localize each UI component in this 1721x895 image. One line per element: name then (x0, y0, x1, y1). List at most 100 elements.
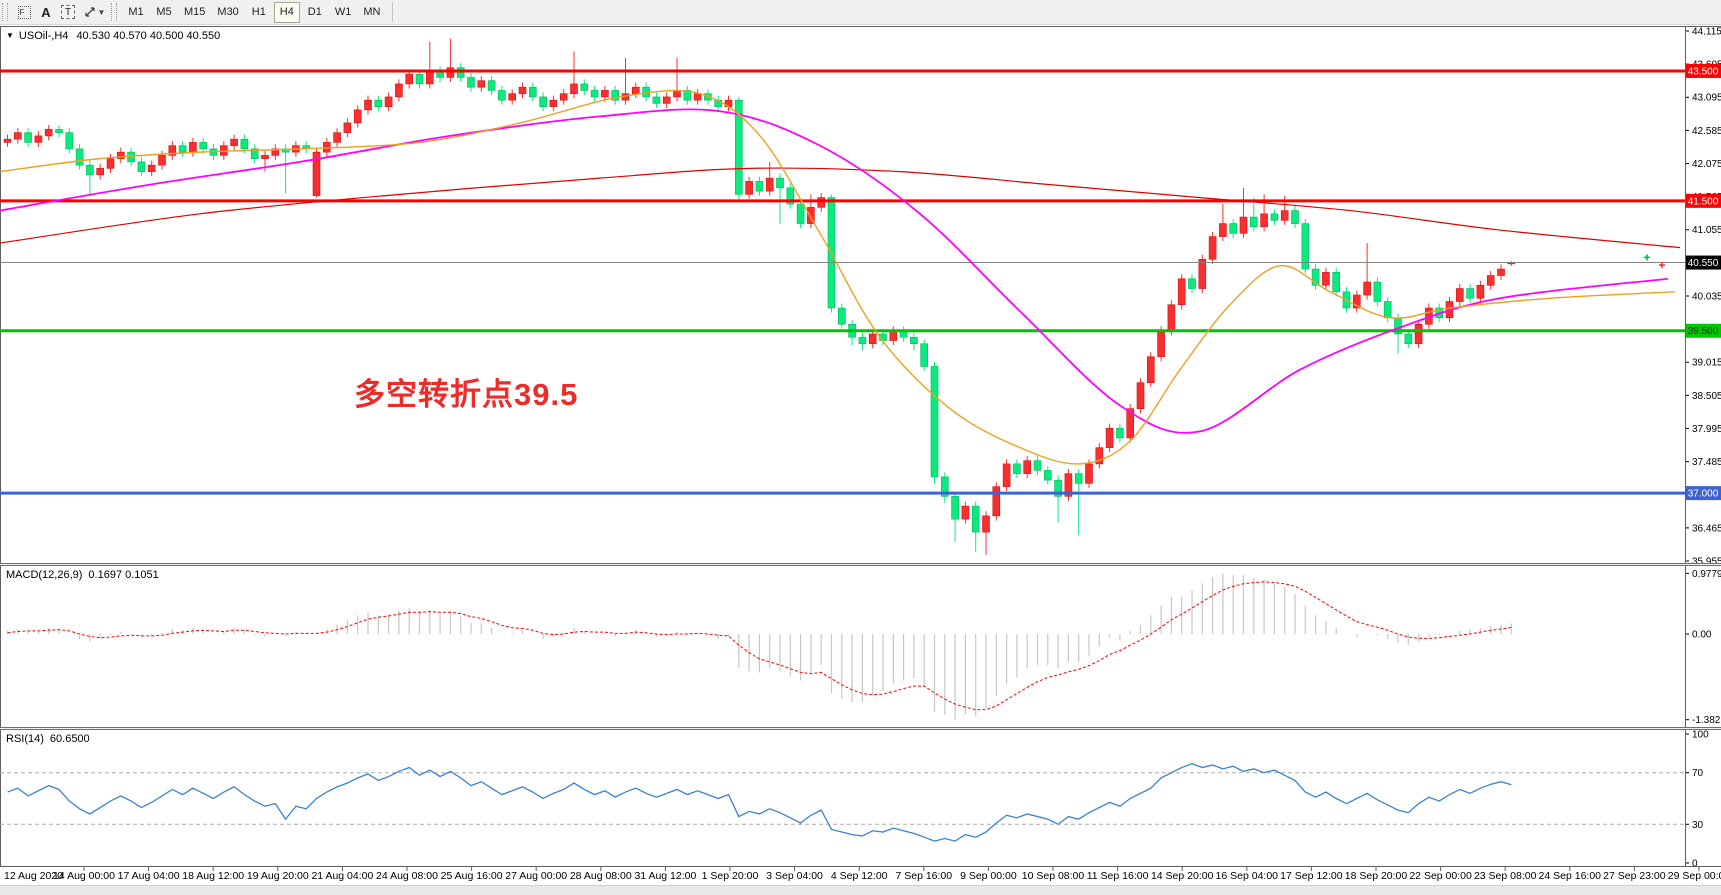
candle-body (1476, 284, 1485, 299)
candle-body (364, 99, 372, 111)
timeframe-button-w1[interactable]: W1 (330, 2, 357, 23)
date-label: 21 Aug 04:00 (311, 870, 374, 882)
timeframe-button-h4[interactable]: H4 (273, 1, 300, 23)
macd-histogram (6, 573, 1512, 720)
timeframe-button-mn[interactable]: MN (358, 2, 385, 23)
text-label-icon[interactable]: A (35, 2, 57, 22)
candle-body (1198, 258, 1207, 289)
panel-separator[interactable] (0, 563, 1721, 566)
candle-body (75, 148, 84, 166)
axis-label: 39.500 (1688, 326, 1719, 337)
candle-body (1301, 223, 1310, 270)
text-box-icon[interactable]: T (57, 2, 79, 22)
candle-body (137, 161, 146, 172)
candle-body (1074, 473, 1083, 484)
candle-body (333, 132, 341, 143)
candle-body (1033, 460, 1042, 471)
candle-body (178, 145, 187, 153)
candle-body (693, 93, 702, 101)
candlestick-layer (3, 38, 1516, 555)
timeframe-button-m30[interactable]: M30 (212, 2, 243, 23)
axis-label: 43.095 (1692, 93, 1721, 104)
date-label: 14 Aug 00:00 (53, 870, 115, 882)
main-chart-canvas[interactable]: 44.11543.60543.09542.58542.07541.56541.0… (0, 26, 1721, 563)
ma-mid-line (0, 108, 1669, 434)
chart-title: ▼ USOil-,H4 40.530 40.570 40.500 40.550 (6, 30, 220, 42)
axis-label: 40.035 (1692, 291, 1721, 302)
candle-body (631, 86, 640, 94)
rsi-line (7, 762, 1512, 842)
axis-label: 40.550 (1688, 258, 1719, 269)
candle-body (528, 86, 537, 98)
candle-body (858, 336, 867, 345)
candle-body (580, 83, 589, 91)
candle-body (1383, 301, 1392, 319)
candle-body (168, 145, 177, 156)
candle-body (96, 168, 104, 176)
candle-body (456, 67, 465, 78)
axis-label: 37.995 (1692, 424, 1721, 435)
candle-body (652, 96, 661, 104)
candle-body (1023, 460, 1032, 474)
timeframe-button-d1[interactable]: D1 (302, 2, 328, 23)
annotation-text[interactable]: 多空转折点39.5 (354, 377, 579, 412)
candle-body (1002, 463, 1011, 487)
candle-body (1353, 294, 1361, 309)
axis-label: 0.00 (1692, 630, 1712, 641)
toolbar-grip-2[interactable] (111, 3, 117, 21)
macd-panel-canvas[interactable]: 0.9779 0.00 -1.382 (0, 566, 1721, 727)
candle-body (1239, 216, 1248, 234)
candle-body (425, 70, 434, 85)
axis-label: 0.9779 (1692, 569, 1721, 580)
candle-body (1373, 281, 1382, 302)
candle-body (189, 142, 197, 153)
timeframe-button-m1[interactable]: M1 (123, 2, 149, 23)
diagonal-arrows-icon[interactable]: ▼ (79, 2, 109, 22)
date-label: 27 Aug 00:00 (505, 870, 568, 882)
price-badge (1686, 486, 1721, 501)
axis-label: 37.000 (1688, 489, 1719, 500)
candle-body (611, 90, 620, 101)
candle-body (539, 96, 547, 107)
price-badge (1686, 323, 1721, 338)
date-label: 10 Sep 08:00 (1021, 870, 1085, 882)
collapse-triangle-icon[interactable]: ▼ (6, 31, 14, 40)
date-label: 25 Aug 16:00 (440, 870, 503, 882)
candle-body (765, 177, 774, 192)
candle-body (1044, 470, 1052, 481)
candle-body (982, 515, 990, 533)
macd-indicator-label: MACD(12,26,9) 0.1697 0.1051 (6, 569, 159, 581)
candle-body (1291, 210, 1299, 224)
candle-body (199, 142, 207, 150)
timeframe-button-h1[interactable]: H1 (246, 2, 272, 23)
candle-body (127, 151, 135, 163)
date-label: 18 Aug 12:00 (182, 870, 245, 882)
candle-body (14, 132, 22, 140)
date-label: 14 Sep 20:00 (1150, 870, 1214, 882)
toolbar: F A T ▼ M1 M5 M15 M30 H1 H4 D1 W1 MN (0, 0, 1721, 25)
candle-body (498, 90, 506, 101)
timeframe-button-m5[interactable]: M5 (151, 2, 177, 23)
candle-body (1064, 473, 1073, 497)
ohlc-values: 40.530 40.570 40.500 40.550 (76, 30, 221, 42)
candle-body (3, 138, 12, 143)
candle-body (1116, 427, 1124, 439)
rsi-name: RSI(14) (6, 733, 44, 745)
timeframe-button-m15[interactable]: M15 (179, 2, 210, 23)
axis-label: 35.955 (1692, 556, 1721, 563)
candle-body (117, 151, 125, 159)
candle-body (734, 99, 743, 195)
panel-separator[interactable] (0, 727, 1721, 730)
axis-label: 39.015 (1692, 358, 1721, 369)
date-axis[interactable]: 12 Aug 2020 14 Aug 00:00 17 Aug 04:00 18 Au… (0, 866, 1721, 885)
axis-label: 37.485 (1692, 457, 1721, 468)
rsi-panel-canvas[interactable]: 100 70 30 0 (0, 730, 1721, 866)
chart-template-icon[interactable]: F (13, 2, 35, 22)
candle-body (920, 343, 929, 367)
candle-body (570, 83, 578, 94)
toolbar-grip[interactable] (2, 3, 8, 21)
candle-body (158, 155, 166, 166)
candle-body (1486, 275, 1495, 286)
macd-signal-line (7, 581, 1512, 711)
axis-label: 41.500 (1688, 196, 1719, 207)
